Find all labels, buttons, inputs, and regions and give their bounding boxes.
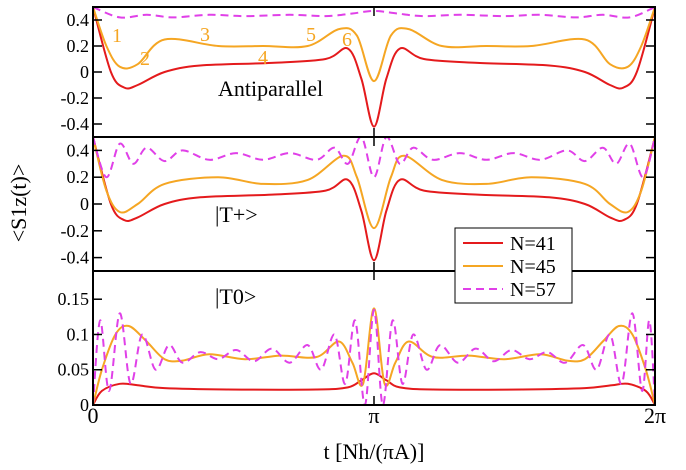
y-tick-label: -0.4 — [61, 114, 90, 134]
panel-label-t-plus: |T+> — [215, 202, 258, 227]
y-tick-label: 0.15 — [58, 289, 90, 309]
annotation-5: 5 — [306, 24, 316, 46]
legend: N=41 N=45 N=57 — [454, 227, 573, 304]
series-line-n57 — [93, 308, 655, 405]
legend-label-n41: N=41 — [510, 233, 556, 255]
y-tick-label: -0.2 — [61, 221, 90, 241]
y-tick-label: 0.4 — [67, 10, 90, 30]
series-line-n57 — [93, 137, 655, 179]
series-line-n45 — [93, 137, 655, 230]
y-tick-label: 0 — [80, 395, 89, 415]
y-tick-label: 0 — [80, 194, 89, 214]
panel-frame — [92, 6, 656, 138]
panel-series — [93, 307, 655, 405]
plot-panels: -0.4 -0.2 0 0.2 0.4 -0.4 -0.2 0 0.2 0.4 0 0.05 0.1 0.… — [58, 6, 656, 415]
series-line-n41 — [93, 7, 655, 128]
y-tick-label: 0.2 — [67, 36, 90, 56]
series-line-n41 — [93, 137, 655, 262]
legend-label-n45: N=45 — [510, 256, 556, 278]
panel-label-t-zero: |T0> — [215, 284, 256, 309]
y-tick-label: 0.4 — [67, 140, 90, 160]
series-line-n45 — [93, 7, 655, 83]
x-tick-label: π — [368, 403, 379, 428]
series-line-n57 — [93, 7, 655, 19]
annotation-2: 2 — [140, 48, 150, 70]
panel-2: -0.4 -0.2 0 0.2 0.4 — [61, 136, 656, 272]
y-axis-label: <S1z(t)> — [6, 164, 31, 243]
y-tick-label: -0.2 — [61, 88, 90, 108]
x-tick-label: 2π — [644, 403, 666, 428]
panel-label-antiparallel: Antiparallel — [218, 76, 323, 101]
panel-1: -0.4 -0.2 0 0.2 0.4 — [61, 6, 656, 138]
y-tick-label: 0.1 — [67, 324, 90, 344]
y-tick-label: -0.4 — [61, 248, 90, 268]
peak-annotations: 1 2 3 4 5 6 — [112, 24, 352, 70]
series-line-n41 — [93, 372, 655, 405]
x-axis-label: t [Nh/(πA)] — [324, 439, 425, 464]
legend-box — [454, 227, 573, 304]
y-tick-label: 0.2 — [67, 167, 90, 187]
y-tick-label: 0.05 — [58, 360, 90, 380]
annotation-4: 4 — [258, 47, 268, 69]
annotation-3: 3 — [200, 24, 210, 46]
panel-series — [93, 7, 655, 128]
annotation-1: 1 — [112, 25, 122, 47]
panel-series — [93, 137, 655, 262]
x-tick-label: 0 — [88, 403, 99, 428]
annotation-6: 6 — [342, 29, 352, 51]
y-tick-label: 0 — [80, 62, 89, 82]
panel-3: 0 0.05 0.1 0.15 — [58, 270, 656, 415]
legend-label-n57: N=57 — [510, 279, 556, 301]
